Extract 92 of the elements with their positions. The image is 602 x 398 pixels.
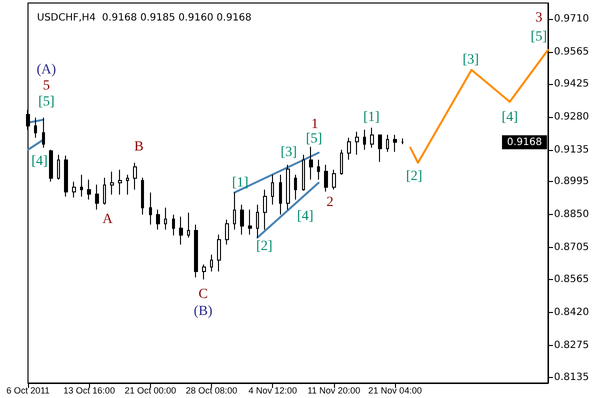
candlestick [217,234,221,272]
annotation: A [102,212,114,228]
candlestick [202,264,206,280]
annotation: [4] [502,110,518,126]
annotation: [2] [406,169,422,184]
y-tick-label: 0.8995 [554,176,589,188]
candlestick [309,146,313,180]
candlestick [363,129,366,150]
annotation: [5] [306,131,322,146]
annotation: B [134,139,144,154]
annotation: 3 [535,10,542,26]
candlestick [80,174,83,198]
annotation: 2 [326,195,334,210]
candlestick [164,207,167,230]
x-tick-label: 11 Nov 20:00 [307,386,360,396]
annotation: [1] [232,175,248,190]
annotation: [4] [31,154,48,170]
x-tick-label: 28 Oct 08:00 [186,386,238,396]
annotation: [3] [462,52,479,68]
candlestick [156,209,160,230]
annotation: C [198,286,208,302]
y-tick-label: 0.8135 [554,372,589,383]
annotation: [4] [297,209,314,224]
candlestick [133,162,137,190]
candlestick [401,138,404,145]
candlestick [64,155,68,198]
x-tick-label: 21 Nov 04:00 [368,386,422,396]
candlestick [370,127,374,148]
candlestick [57,154,60,180]
candlestick [42,117,45,148]
candlestick [141,177,144,216]
candlestick [110,171,114,196]
annotation: (A) [36,62,56,78]
candlestick [118,169,122,196]
candlestick [393,134,397,152]
annotation: 1 [311,117,318,132]
annotation: 0.9168 [507,136,542,148]
candlestick [87,179,91,200]
line-series [409,48,549,164]
candlestick [194,224,198,278]
text: USDCHF,H4 0.9168 0.9185 0.9160 0.9168 [37,12,252,24]
annotation: [1] [363,110,380,126]
annotation: [2] [256,238,272,254]
candlestick [34,117,37,138]
candlestick [233,192,236,230]
candlestick [225,219,229,246]
candlestick [187,212,190,238]
candlestick [210,254,213,272]
candlestick [126,174,129,196]
candlestick [332,169,336,190]
candlestick [103,177,106,206]
candlestick [179,216,183,246]
candlestick [271,174,274,206]
y-tick-label: 0.9565 [554,46,589,58]
candlestick [149,192,152,226]
candlestick [256,204,259,238]
candlestick [72,181,76,198]
candlestick [294,174,297,200]
y-tick-label: 0.9135 [554,144,589,156]
candlestick [347,137,351,160]
x-tick-label: 4 Nov 12:00 [248,386,297,396]
annotation: [5] [530,29,547,44]
y-tick-label: 0.8565 [554,274,589,285]
x-tick-label: 13 Oct 16:00 [63,386,115,396]
candlestick [95,184,99,210]
annotation: [3] [280,145,297,160]
candlestick [248,209,252,236]
candlestick [279,174,282,216]
candlestick [240,204,244,236]
y-tick-label: 0.8705 [554,242,589,254]
candlestick [378,134,382,162]
y-tick-label: 0.9710 [554,13,589,24]
candlestick [263,189,267,230]
x-tick-label: 21 Oct 00:00 [124,386,176,396]
annotation: (B) [194,304,213,320]
candlestick [302,154,305,192]
y-tick-label: 0.9280 [554,111,589,122]
x-tick-label: 6 Oct 2011 [6,386,50,396]
candlestick [386,134,389,152]
candlestick [172,214,175,236]
candlestick [49,149,53,182]
y-tick-label: 0.9425 [554,78,589,90]
candlestick [286,164,290,210]
y-tick-label: 0.8275 [554,340,589,351]
y-tick-label: 0.8420 [554,306,589,318]
candlestick [317,159,320,180]
annotation: [5] [38,94,55,110]
candlestick [355,131,359,156]
annotation: 5 [42,78,50,94]
candlestick [324,164,328,192]
y-tick-label: 0.8850 [554,209,589,220]
candlestick [340,149,343,176]
